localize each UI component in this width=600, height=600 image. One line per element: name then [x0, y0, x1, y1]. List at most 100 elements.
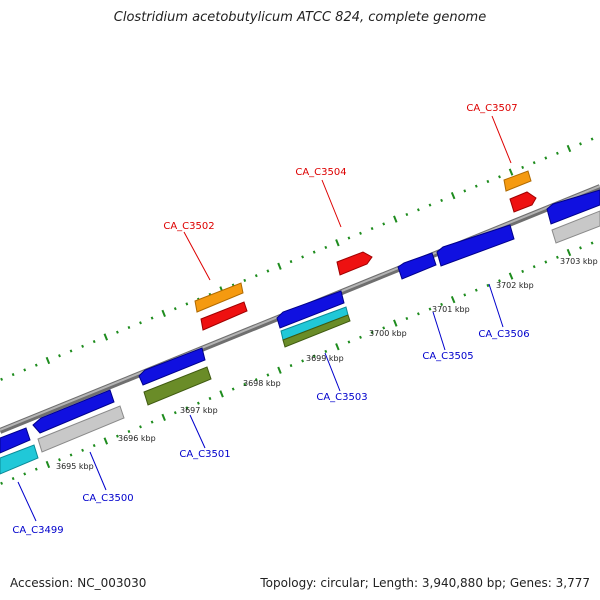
axis-tick-labels: 3695 kbp 3696 kbp 3697 kbp 3698 kbp 3699…: [56, 257, 598, 471]
minor-tick: [301, 255, 305, 259]
minor-tick: [359, 231, 362, 235]
minor-tick: [555, 151, 559, 155]
gene-label-forward-1[interactable]: CA_C3504: [295, 167, 346, 178]
minor-tick: [208, 396, 212, 401]
gene-blue-3505[interactable]: [397, 252, 437, 280]
gene-blue-3500[interactable]: [32, 389, 115, 434]
minor-tick: [405, 316, 409, 321]
minor-tick: [440, 198, 444, 202]
label-leader-lines: [17, 115, 512, 522]
major-tick: [450, 296, 456, 304]
minor-tick: [416, 312, 420, 316]
gene-label-forward-2[interactable]: CA_C3507: [466, 103, 517, 114]
minor-tick: [115, 434, 119, 438]
minor-tick: [69, 349, 73, 353]
outer-tick-ring: [0, 137, 594, 381]
minor-tick: [498, 175, 501, 179]
gene-blue-3501[interactable]: [138, 347, 206, 386]
minor-tick: [382, 326, 386, 330]
major-tick: [450, 192, 456, 200]
minor-tick: [359, 335, 362, 339]
minor-tick: [555, 255, 559, 259]
minor-tick: [254, 274, 258, 278]
gene-label-reverse-1[interactable]: CA_C3500: [82, 493, 133, 504]
minor-tick: [463, 293, 467, 297]
axis-label-8: 3703 kbp: [560, 257, 598, 266]
minor-tick: [347, 236, 351, 240]
minor-tick: [92, 444, 96, 448]
minor-tick: [382, 222, 386, 226]
major-tick: [103, 333, 109, 341]
major-tick: [393, 215, 398, 223]
minor-tick: [312, 354, 316, 358]
minor-tick: [324, 245, 328, 249]
gene-blue-3499[interactable]: [0, 427, 31, 454]
minor-tick: [150, 420, 154, 424]
gene-orange-3502[interactable]: [194, 282, 244, 313]
gene-olive-3501[interactable]: [143, 366, 212, 406]
minor-tick: [324, 349, 328, 353]
minor-tick: [185, 302, 189, 306]
minor-tick: [590, 241, 594, 245]
gene-cyan-3499[interactable]: [0, 444, 39, 475]
gene-label-reverse-3[interactable]: CA_C3503: [316, 392, 367, 403]
major-tick: [161, 309, 166, 317]
major-tick: [393, 319, 398, 327]
minor-tick: [486, 179, 490, 184]
gene-label-reverse-2[interactable]: CA_C3501: [179, 449, 230, 460]
minor-tick: [139, 425, 142, 429]
axis-label-1: 3696 kbp: [118, 434, 156, 443]
minor-tick: [474, 184, 478, 188]
axis-label-7: 3702 kbp: [496, 281, 534, 290]
minor-tick: [579, 142, 582, 146]
minor-tick: [266, 269, 270, 273]
major-tick: [335, 239, 340, 247]
gene-label-reverse-0[interactable]: CA_C3499: [12, 525, 63, 536]
axis-label-4: 3699 kbp: [306, 354, 344, 363]
gene-label-forward-0[interactable]: CA_C3502: [163, 221, 214, 232]
gene-label-reverse-5[interactable]: CA_C3506: [478, 329, 529, 340]
gene-gray-3500[interactable]: [37, 405, 125, 453]
gene-blue-3508[interactable]: [546, 189, 600, 225]
minor-tick: [544, 260, 548, 264]
axis-label-5: 3700 kbp: [369, 329, 407, 338]
axis-label-2: 3697 kbp: [180, 406, 218, 415]
gene-red-3504[interactable]: [336, 251, 373, 276]
minor-tick: [474, 288, 478, 292]
major-tick: [335, 343, 340, 351]
minor-tick: [92, 340, 96, 344]
minor-tick: [289, 364, 293, 368]
minor-tick: [185, 406, 189, 410]
major-tick: [508, 272, 514, 280]
gene-gray-3508[interactable]: [551, 210, 600, 244]
minor-tick: [23, 472, 27, 476]
major-tick: [45, 356, 51, 365]
major-tick: [277, 262, 282, 270]
gene-red-3502[interactable]: [200, 301, 248, 331]
genome-summary-text: Topology: circular; Length: 3,940,880 bp…: [260, 576, 590, 590]
minor-tick: [139, 321, 142, 325]
minor-tick: [173, 307, 177, 311]
minor-tick: [544, 156, 548, 160]
major-tick: [566, 248, 572, 257]
major-tick: [45, 460, 51, 469]
gene-orange-3507[interactable]: [503, 170, 532, 192]
gene-olive-3503[interactable]: [282, 314, 351, 348]
minor-tick: [521, 269, 525, 273]
minor-tick: [23, 368, 27, 372]
minor-tick: [579, 246, 582, 250]
major-tick: [161, 413, 166, 421]
minor-tick: [58, 354, 61, 358]
gene-label-reverse-4[interactable]: CA_C3505: [422, 351, 473, 362]
gene-blue-3506[interactable]: [436, 224, 515, 267]
minor-tick: [173, 411, 177, 415]
gene-blue-3503[interactable]: [276, 290, 345, 329]
minor-tick: [312, 250, 316, 254]
minor-tick: [521, 165, 525, 169]
gene-red-3507[interactable]: [509, 191, 537, 213]
accession-text: Accession: NC_003030: [10, 576, 147, 590]
minor-tick: [486, 283, 490, 288]
minor-tick: [428, 203, 432, 207]
minor-tick: [289, 260, 293, 264]
